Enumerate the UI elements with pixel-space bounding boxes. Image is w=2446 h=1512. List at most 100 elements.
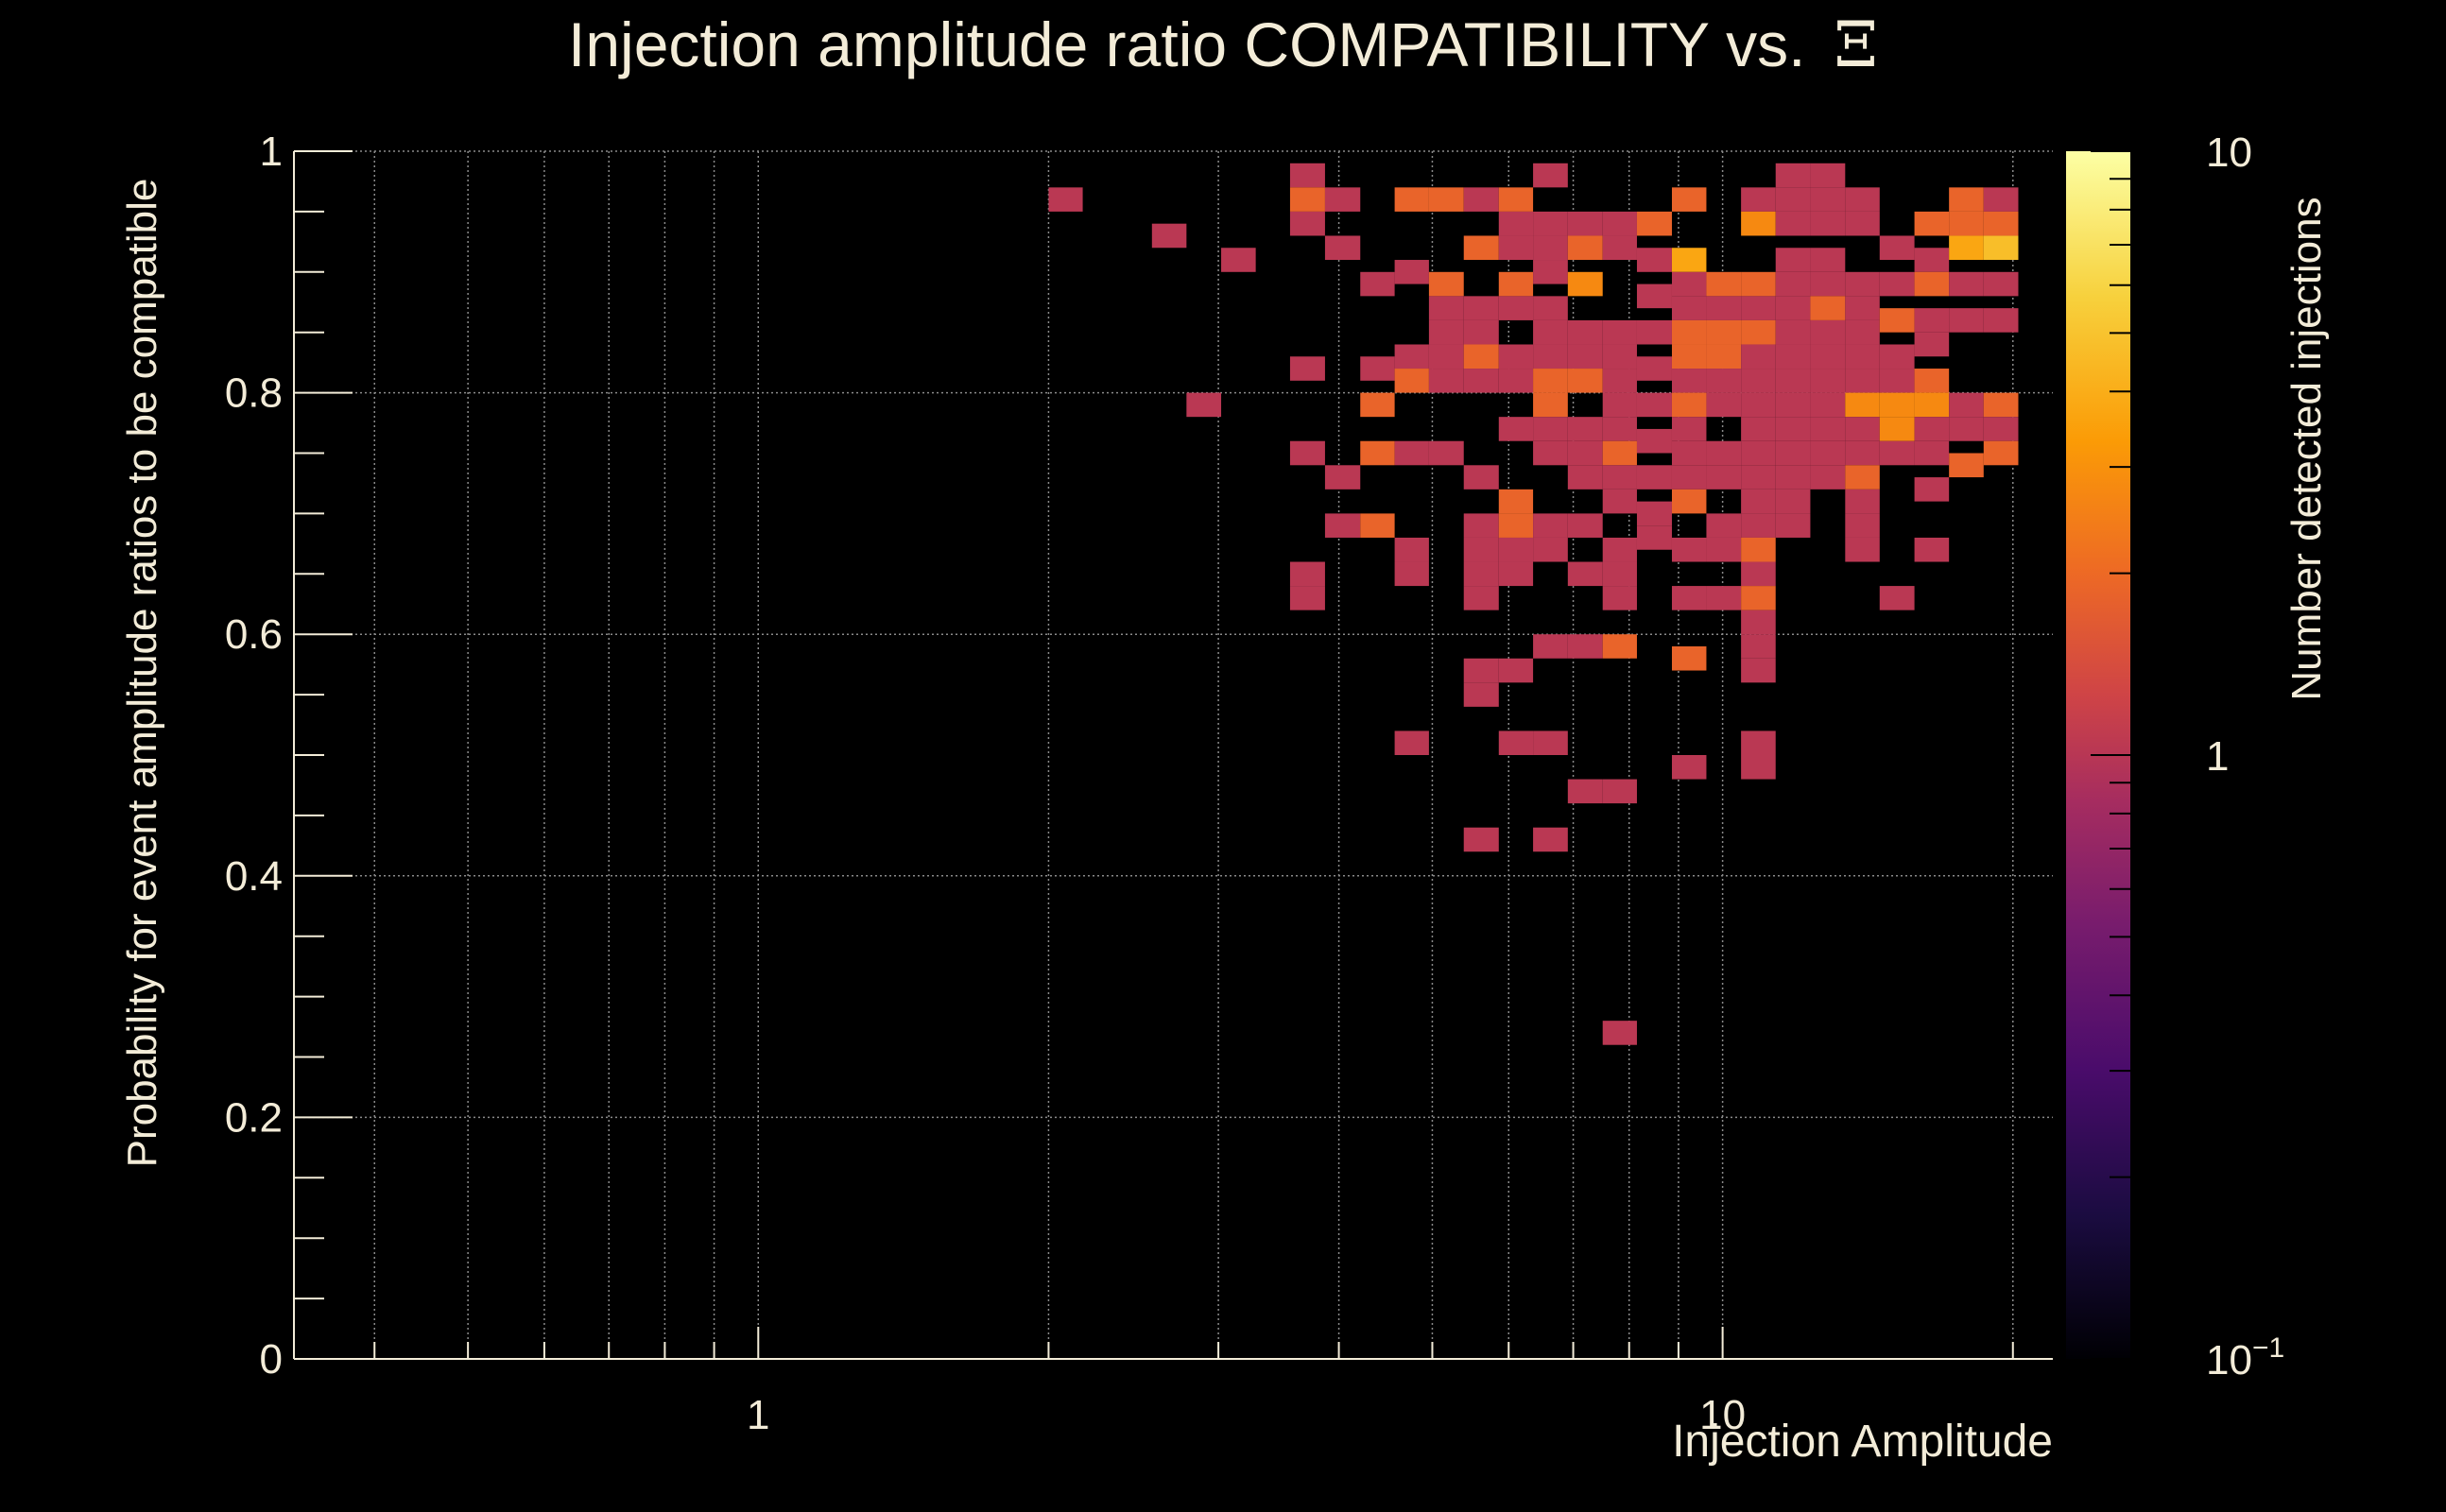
heatmap-cell [1741, 489, 1776, 514]
heatmap-cell [1428, 271, 1464, 297]
heatmap-cell [1463, 319, 1499, 345]
heatmap-cell [1186, 392, 1222, 418]
heatmap-cell [1289, 163, 1325, 188]
heatmap-cell [1914, 417, 1950, 441]
heatmap-cell [1394, 260, 1429, 284]
heatmap-cell [1463, 513, 1499, 538]
axes: 1 10 0 0.2 0.4 0.6 0.8 1 [225, 129, 2053, 1438]
heatmap-cell [1533, 163, 1568, 188]
heatmap-cell [1533, 417, 1568, 441]
heatmap-cell [1463, 827, 1499, 852]
heatmap-cell [1914, 271, 1950, 297]
heatmap-cell [1810, 187, 1846, 212]
heatmap-cell [1463, 465, 1499, 490]
heatmap-cell [1636, 319, 1672, 345]
heatmap-cell [1949, 308, 1984, 333]
heatmap-cell [1324, 187, 1361, 212]
heatmap-cell [1741, 211, 1776, 236]
heatmap-cell [1879, 271, 1915, 297]
heatmap-cell [1671, 392, 1707, 418]
heatmap-cell [1845, 513, 1880, 538]
heatmap-cell [1463, 586, 1499, 610]
heatmap-cell [1360, 392, 1395, 418]
heatmap-cell [1289, 586, 1325, 610]
heatmap-cell [1879, 440, 1915, 466]
heatmap-cell [1845, 465, 1880, 490]
heatmap-cell [1845, 537, 1880, 562]
heatmap-cell [1533, 440, 1568, 466]
heatmap-cell [1671, 296, 1707, 320]
heatmap-cell [1879, 586, 1915, 610]
heatmap-cell [1602, 586, 1637, 610]
heatmap-cell [1810, 248, 1846, 272]
heatmap-cell [1983, 211, 2019, 236]
heatmap-cell [1289, 440, 1325, 466]
heatmap-cell [1533, 730, 1568, 755]
heatmap-cell [1533, 344, 1568, 369]
heatmap-cell [1706, 513, 1742, 538]
heatmap-cell [1636, 248, 1672, 272]
heatmap-cell [1289, 561, 1325, 587]
heatmap-cell [1360, 513, 1395, 538]
heatmap-cell [1879, 235, 1915, 261]
heatmap-cell [1775, 489, 1811, 514]
colorbar-tick-exponent: −1 [2252, 1332, 2284, 1364]
heatmap-cell [1741, 417, 1776, 441]
heatmap-cell [1602, 537, 1637, 562]
heatmap-cell [1567, 417, 1603, 441]
heatmap-cell [1602, 417, 1637, 441]
heatmap-cell [1360, 356, 1395, 381]
heatmap-cell [1845, 187, 1880, 212]
heatmap-cell [1533, 634, 1568, 659]
heatmap-cell [1428, 296, 1464, 320]
heatmap-cell [1602, 465, 1637, 490]
heatmap-cell [1706, 465, 1742, 490]
heatmap-cell [1567, 440, 1603, 466]
heatmap-cell [1810, 344, 1846, 369]
heatmap-cell [1636, 465, 1672, 490]
heatmap-cell [1533, 235, 1568, 261]
heatmap-cell [1706, 392, 1742, 418]
heatmap-cell [1289, 187, 1325, 212]
heatmap-cell [1151, 223, 1187, 249]
heatmap-cell [1671, 369, 1707, 393]
heatmap-cell [1706, 537, 1742, 562]
heatmap-cell [1706, 586, 1742, 610]
heatmap-cell [1983, 187, 2019, 212]
heatmap-cell [1671, 248, 1707, 272]
heatmap-cell [1671, 755, 1707, 780]
heatmap-cell [1498, 344, 1534, 369]
heatmap-cell [1602, 779, 1637, 804]
heatmap-cell [1879, 392, 1915, 418]
heatmap-cell [1533, 392, 1568, 418]
heatmap-cell [1741, 537, 1776, 562]
heatmap-cell [1983, 440, 2019, 466]
heatmap-cell [1394, 369, 1429, 393]
heatmap-cell [1741, 513, 1776, 538]
heatmap-cell [1775, 344, 1811, 369]
heatmap-cell [1567, 344, 1603, 369]
heatmap-cell [1845, 440, 1880, 466]
heatmap-cell [1463, 369, 1499, 393]
heatmap-cell [1394, 344, 1429, 369]
heatmap-cell [1810, 417, 1846, 441]
heatmap-cell [1289, 356, 1325, 381]
heatmap-cell [1741, 465, 1776, 490]
heatmap-cell [1741, 634, 1776, 659]
heatmap-cell [1428, 440, 1464, 466]
heatmap-cell [1636, 284, 1672, 309]
heatmap-cell [1741, 755, 1776, 780]
heatmap-cell [1983, 392, 2019, 418]
heatmap-cell [1463, 296, 1499, 320]
chart-title: Injection amplitude ratio COMPATIBILITY … [568, 9, 1878, 81]
heatmap-cell [1533, 537, 1568, 562]
heatmap-cell [1914, 440, 1950, 466]
heatmap-cell [1775, 187, 1811, 212]
heatmap-cell [1845, 211, 1880, 236]
colorbar-tick-label: 1 [2206, 733, 2229, 780]
heatmap-cell [1810, 440, 1846, 466]
heatmap-cell [1914, 392, 1950, 418]
heatmap-cell [1602, 235, 1637, 261]
heatmap-cell [1949, 392, 1984, 418]
